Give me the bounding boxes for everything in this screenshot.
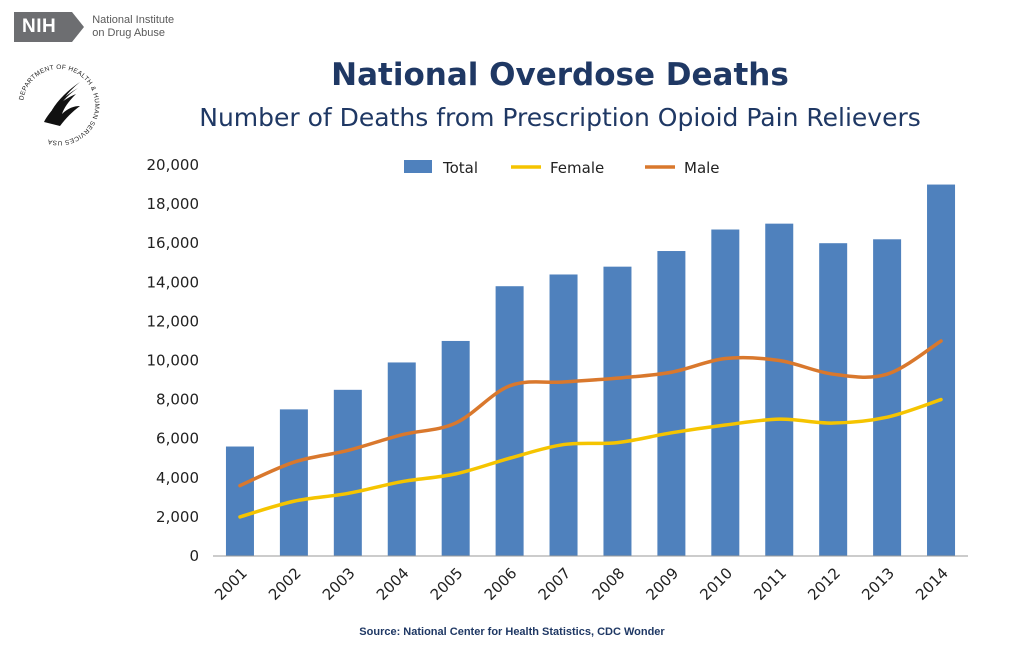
x-tick-label: 2010 (696, 564, 736, 604)
x-tick-label: 2002 (265, 564, 305, 604)
y-tick-label: 20,000 (147, 156, 200, 174)
bar-total (333, 389, 362, 556)
bar-total (603, 266, 632, 556)
nih-name-line2: on Drug Abuse (92, 27, 166, 39)
bar-total (657, 251, 686, 556)
x-tick-label: 2004 (373, 564, 413, 604)
x-tick-label: 2011 (750, 564, 790, 604)
y-tick-label: 18,000 (147, 195, 200, 213)
bar-total (549, 274, 578, 556)
bar-total (873, 239, 902, 557)
x-tick-label: 2009 (642, 564, 682, 604)
line-male (238, 339, 943, 488)
y-axis: 0 2,000 4,000 6,000 8,000 10,000 12,000 14,000 1… (147, 156, 200, 565)
bar-total (765, 223, 794, 556)
hhs-seal-icon: DEPARTMENT OF HEALTH & HUMAN SERVICES US… (18, 64, 99, 146)
legend: Total Female Male (404, 159, 720, 177)
x-tick-label: 2006 (481, 564, 521, 604)
legend-label: Male (684, 159, 720, 177)
x-tick-label: 2013 (858, 564, 898, 604)
line-series (238, 339, 943, 519)
nih-institute-name: National Institute on Drug Abuse (92, 14, 174, 40)
legend-item-male: Male (645, 159, 720, 177)
x-tick-label: 2007 (535, 564, 575, 604)
x-tick-label: 2008 (589, 564, 629, 604)
legend-label: Female (550, 159, 604, 177)
bar-total (279, 409, 308, 556)
bar-total (927, 184, 956, 557)
nih-logo: NIH National Institute on Drug Abuse (14, 12, 174, 42)
bar-total (225, 446, 254, 556)
legend-label: Total (442, 159, 478, 177)
x-tick-label: 2012 (804, 564, 844, 604)
y-tick-label: 10,000 (147, 352, 200, 370)
bar-total (495, 286, 524, 556)
y-tick-label: 2,000 (156, 508, 199, 526)
y-tick-label: 4,000 (156, 469, 199, 487)
nih-badge: NIH (14, 12, 85, 42)
bar-total (441, 340, 470, 556)
x-axis: 2001 2002 2003 2004 2005 2006 2007 2008 2009 2010… (211, 555, 968, 604)
legend-swatch (404, 160, 432, 173)
bar-series-total (225, 184, 956, 557)
chart-title: National Overdose Deaths (331, 57, 789, 93)
x-tick-label: 2005 (427, 564, 467, 604)
source-note: Source: National Center for Health Stati… (359, 626, 665, 638)
x-tick-label: 2003 (319, 564, 359, 604)
line-female (238, 397, 943, 519)
x-tick-label: 2001 (211, 564, 251, 604)
legend-item-female: Female (511, 159, 604, 177)
y-tick-label: 6,000 (156, 430, 199, 448)
chart-area: Total Female Male 0 2,000 4,000 6,000 8,000 10,… (147, 156, 968, 604)
y-tick-label: 8,000 (156, 391, 199, 409)
bar-total (819, 243, 848, 556)
y-tick-label: 12,000 (147, 312, 200, 330)
x-tick-label: 2014 (912, 564, 952, 604)
y-tick-label: 14,000 (147, 273, 200, 291)
y-tick-label: 16,000 (147, 234, 200, 252)
legend-item-total: Total (404, 159, 478, 177)
bar-total (387, 362, 416, 556)
nih-name-line1: National Institute (92, 14, 175, 26)
bar-total (711, 229, 740, 556)
y-tick-label: 0 (189, 547, 199, 565)
chart-subtitle: Number of Deaths from Prescription Opioi… (199, 103, 921, 132)
